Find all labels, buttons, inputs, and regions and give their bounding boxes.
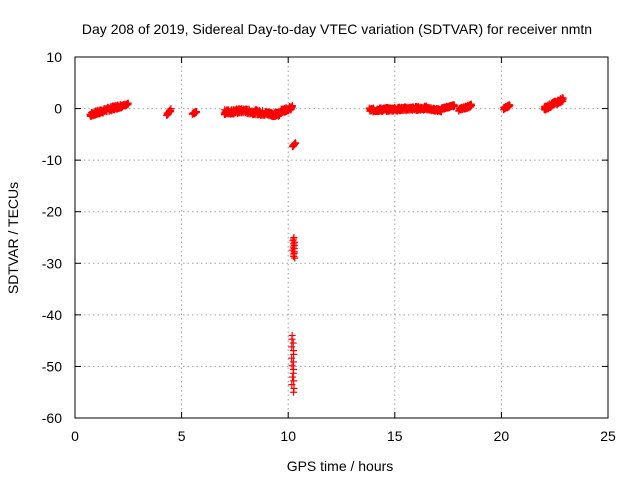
data-point [289,339,297,347]
chart-title: Day 208 of 2019, Sidereal Day-to-day VTE… [82,21,592,37]
x-tick-label: 25 [600,428,616,444]
y-tick-label: 0 [54,101,62,117]
y-tick-label: -50 [42,358,62,374]
data-point [290,366,298,374]
data-point [289,373,297,381]
tick-labels: 0 5 10 15 20 25 10 0 -10 -20 -30 -40 -50 -60 [42,49,616,444]
y-tick-label: -10 [42,152,62,168]
plot-frame [74,56,609,419]
data-point [167,105,175,113]
x-tick-label: 20 [494,428,510,444]
x-axis-label: GPS time / hours [287,458,394,474]
y-tick-label: -60 [42,410,62,426]
y-tick-label: -20 [42,204,62,220]
y-tick-label: -30 [42,255,62,271]
data-point [124,99,132,107]
data-point [559,94,567,102]
grid-lines [75,57,608,418]
y-tick-label: -40 [42,307,62,323]
data-point [450,102,458,110]
x-tick-label: 0 [71,428,79,444]
data-point [291,254,299,262]
data-point [289,251,297,259]
data-point [288,362,296,370]
data-point [292,139,300,147]
y-axis-label: SDTVAR / TECUs [5,182,21,294]
data-point [288,102,296,110]
data-point [289,358,297,366]
axis-ticks [74,56,609,419]
x-tick-label: 15 [387,428,403,444]
data-point [288,343,296,351]
x-tick-label: 10 [280,428,296,444]
data-point [290,384,298,392]
data-point [193,108,201,116]
data-point [288,331,296,339]
y-tick-label: 10 [46,49,62,65]
data-point [468,102,476,110]
data-point [506,101,514,109]
data-point [288,354,296,362]
data-points [86,94,567,396]
data-point [290,377,298,385]
x-tick-label: 5 [178,428,186,444]
data-point [291,238,299,246]
data-point [289,347,297,355]
data-point [290,234,298,241]
data-point [288,381,296,389]
